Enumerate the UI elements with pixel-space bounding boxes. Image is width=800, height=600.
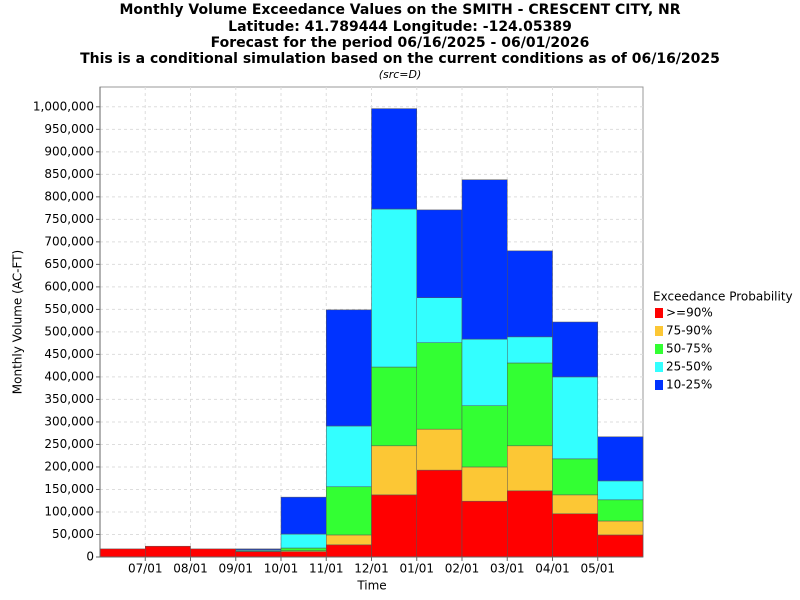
bar-segment [507,362,553,447]
y-tick-label: 400,000 [44,369,94,383]
y-tick-label: 150,000 [44,482,94,496]
x-tick-label: 04/01 [535,562,570,576]
bar-segment [280,547,327,551]
legend-swatch [655,326,663,336]
bar-segment [99,548,146,558]
bar-segment [371,208,417,368]
bar-segment [461,500,508,558]
bar-segment [371,494,417,558]
bar-segment [416,428,463,471]
bar-segment [235,548,282,551]
x-axis-label: Time [356,579,386,593]
bar-segment [371,445,417,496]
bar-segment [597,534,644,558]
bar-segment [461,466,508,502]
bar-segment [461,405,508,468]
bar-segment [597,499,644,522]
y-tick-label: 950,000 [44,122,94,136]
x-tick-label: 10/01 [264,562,299,576]
bar-segment [326,309,372,427]
legend-title: Exceedance Probability [653,290,793,304]
x-tick-label: 03/01 [490,562,525,576]
bar-segment [235,551,282,558]
y-tick-label: 600,000 [44,279,94,293]
y-tick-label: 250,000 [44,437,94,451]
x-tick-label: 01/01 [399,562,434,576]
bar-segment [416,469,463,558]
bar-segment [507,445,553,492]
chart-title: Forecast for the period 06/16/2025 - 06/… [211,35,590,51]
bar-segment [416,297,463,343]
legend-label: >=90% [666,306,713,320]
legend-swatch [655,308,663,318]
x-tick-label: 02/01 [445,562,480,576]
legend-label: 10-25% [666,378,712,392]
bar-segment [326,544,372,558]
y-tick-label: 800,000 [44,189,94,203]
bar-segment [326,534,372,546]
bar-segment [371,366,417,447]
bar-segment [280,496,327,535]
bar-segment [552,513,598,558]
y-tick-label: 300,000 [44,414,94,428]
y-tick-label: 50,000 [52,527,94,541]
x-tick-label: 05/01 [580,562,615,576]
legend-label: 25-50% [666,360,712,374]
y-tick-label: 500,000 [44,324,94,338]
x-tick-label: 11/01 [309,562,344,576]
y-tick-label: 350,000 [44,392,94,406]
y-tick-label: 850,000 [44,167,94,181]
bar-segment [371,108,417,210]
bar-segment [416,342,463,430]
y-tick-label: 200,000 [44,459,94,473]
chart-title: This is a conditional simulation based o… [80,51,720,67]
bar-segment [326,486,372,536]
bar-segment [597,436,644,482]
x-tick-label: 07/01 [128,562,163,576]
chart-title: Monthly Volume Exceedance Values on the … [119,2,680,18]
bar-segment [145,545,191,558]
bar-segment [461,338,508,406]
x-tick-label: 08/01 [173,562,208,576]
bar-segment [507,250,553,338]
y-tick-label: 700,000 [44,234,94,248]
y-tick-label: 750,000 [44,212,94,226]
legend-label: 75-90% [666,324,712,338]
bar-segment [507,490,553,558]
legend-label: 50-75% [666,342,712,356]
chart-subtitle: (src=D) [379,68,422,81]
y-tick-label: 650,000 [44,257,94,271]
bar-segment [190,548,236,558]
legend-swatch [655,362,663,372]
y-tick-label: 450,000 [44,347,94,361]
y-tick-label: 550,000 [44,302,94,316]
y-axis-label: Monthly Volume (AC-FT) [11,250,25,394]
bar-segment [461,179,508,340]
legend-swatch [655,344,663,354]
y-tick-label: 900,000 [44,144,94,158]
bar-segment [280,551,327,558]
bar-segment [507,336,553,364]
x-tick-label: 09/01 [218,562,253,576]
x-tick-label: 12/01 [354,562,389,576]
bar-segment [552,494,598,515]
bar-segment [552,458,598,496]
bar-segment [280,533,327,549]
bar-segment [597,520,644,536]
y-tick-label: 0 [86,550,94,564]
bar-segment [326,425,372,488]
bar-segment [416,209,463,298]
bar-segment [552,376,598,460]
legend-swatch [655,380,663,390]
y-tick-label: 1,000,000 [33,99,94,113]
chart-title: Latitude: 41.789444 Longitude: -124.0538… [228,19,572,35]
bar-segment [597,480,644,501]
y-tick-label: 100,000 [44,504,94,518]
bar-segment [552,321,598,378]
